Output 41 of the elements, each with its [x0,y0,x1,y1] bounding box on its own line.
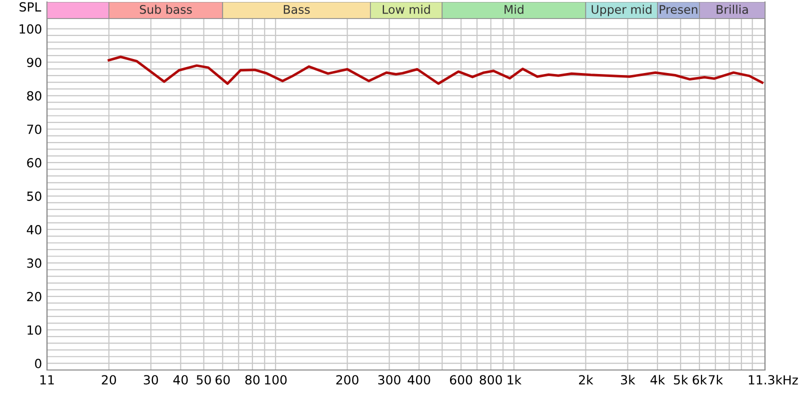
y-tick-label: 0 [35,358,42,368]
band-label: Upper mid [592,4,652,16]
y-tick-label: 50 [27,192,42,201]
band-label: Low mid [382,4,430,14]
x-tick-label: 40 [173,375,188,385]
x-tick-label: 60 [216,375,230,385]
y-tick-label: 60 [27,158,42,168]
y-tick-label: 80 [27,91,42,101]
band-label: Brillia [716,4,748,14]
x-tick-label: 20 [102,375,116,385]
x-tick-label: 1k [508,374,522,384]
x-tick-label: 600 [450,375,472,385]
x-tick-label: 11.3k [748,374,782,385]
y-axis-title: SPL [20,2,42,12]
x-tick-label: 800 [480,375,502,385]
band-label: Mid [504,4,524,14]
x-tick-label: 300 [378,375,400,385]
y-tick-label: 10 [28,325,42,335]
y-tick-label: 30 [27,258,42,268]
x-tick-label: 4k [650,374,666,384]
x-tick-label: 30 [144,375,158,385]
band-label: Sub bass [140,4,192,14]
x-tick-label: 2k [579,374,594,384]
x-tick-label: 50 [196,375,211,385]
x-tick-label: 7k [708,374,723,384]
x-tick-label: 6k [692,374,708,385]
y-tick-label: 90 [27,58,42,68]
band-label: Bass [284,5,310,14]
x-tick-label: 80 [245,375,260,385]
x-tick-label: 11 [40,375,54,384]
x-tick-label: 100 [264,375,287,385]
y-tick-label: 70 [27,124,42,134]
x-tick-label: 400 [408,375,430,385]
y-tick-label: 20 [27,292,42,302]
x-axis-title: Hz [784,375,798,384]
y-tick-label: 100 [20,24,42,34]
band-label: Presen [660,5,698,14]
y-tick-label: 40 [26,224,42,234]
x-tick-label: 3k [621,374,636,385]
x-tick-label: 5k [674,374,688,385]
x-tick-label: 200 [336,375,358,385]
